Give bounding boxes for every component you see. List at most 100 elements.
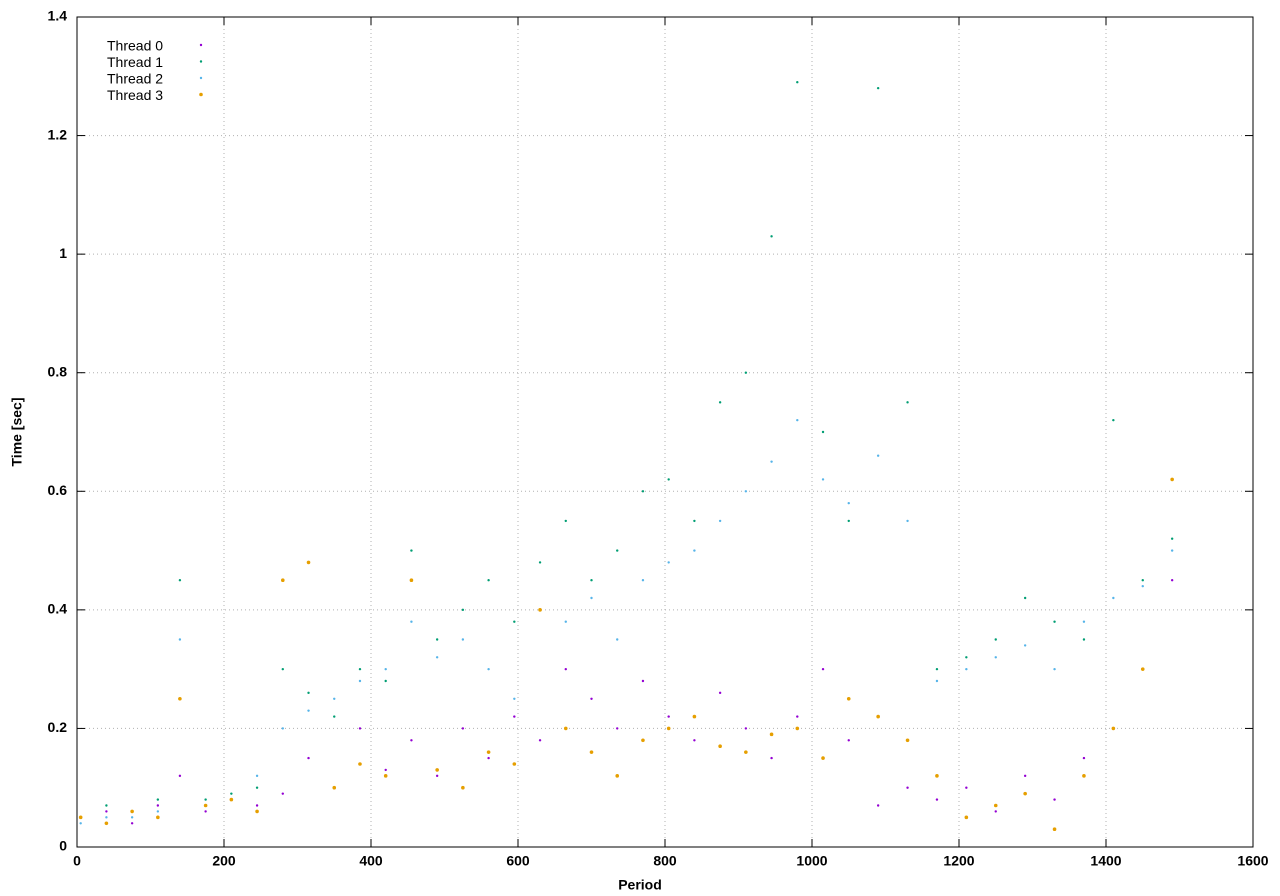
point [1053,620,1056,623]
legend-marker [199,92,203,97]
point [590,697,593,700]
point [876,714,880,719]
point [641,679,645,683]
x-tick-label: 0 [73,853,81,869]
point [744,371,748,374]
point [616,727,619,730]
point [105,810,108,813]
point [1082,638,1086,641]
point [847,739,850,742]
point [178,638,182,641]
point [487,667,490,671]
legend-label: Thread 3 [107,87,163,103]
point [564,667,567,671]
point [667,561,670,564]
point [1140,667,1145,671]
point [358,679,362,683]
x-axis-label: Period [618,877,662,893]
point [744,750,748,754]
point [667,478,670,481]
point [178,774,182,778]
x-tick-label: 1400 [1090,853,1121,869]
point [693,519,696,523]
y-tick-label: 0.4 [48,601,68,617]
point [906,786,909,789]
point [1111,726,1116,731]
point [770,756,773,760]
point [1141,579,1144,582]
point [255,804,259,807]
point [229,797,234,802]
point [1170,579,1174,582]
x-tick-label: 800 [653,853,677,869]
point [692,714,697,719]
point [281,667,284,671]
point [1082,774,1086,778]
y-tick-label: 1 [59,245,67,261]
point [230,792,233,795]
point [281,727,284,730]
point [1082,756,1086,760]
point [821,756,825,760]
point [935,774,939,778]
point [590,579,593,582]
point [770,235,773,238]
point [358,727,362,730]
point [965,667,968,671]
legend-marker [199,76,203,80]
point [590,596,593,600]
point [994,810,997,813]
point [744,727,748,730]
point [281,792,284,795]
point [384,679,387,683]
point [461,785,465,790]
point [178,579,182,582]
point [410,620,413,623]
point [994,656,997,659]
point [307,691,310,695]
y-tick-label: 1.2 [48,126,68,142]
point [78,815,83,820]
point [281,578,285,583]
point [538,739,542,742]
point [255,786,259,789]
point [204,810,207,813]
point [513,715,516,718]
point [718,744,722,749]
y-tick-label: 0.8 [48,363,68,379]
point [1170,537,1174,540]
legend-label: Thread 0 [107,38,163,54]
point [410,549,413,552]
point [358,762,362,766]
point [563,726,568,731]
x-tick-label: 1000 [796,853,827,869]
point [564,620,567,623]
point [1023,774,1027,778]
point [487,756,490,760]
point [906,401,909,404]
point [461,608,465,612]
point [79,822,82,825]
point [203,803,208,808]
legend-label: Thread 2 [107,71,163,87]
point [796,418,799,422]
point [906,519,909,523]
point [204,798,207,801]
point [796,715,799,718]
point [130,816,134,819]
point [435,656,439,659]
point [1052,827,1057,832]
y-tick-label: 0.2 [48,719,68,735]
point [1053,798,1056,801]
plot-frame [76,16,1254,848]
point [1170,549,1174,552]
point [965,786,968,789]
point [307,709,310,712]
x-tick-label: 600 [506,853,530,869]
point [513,697,516,700]
x-tick-label: 400 [359,853,383,869]
point [796,81,799,84]
point [156,815,160,820]
point [255,809,259,814]
point [821,478,825,481]
